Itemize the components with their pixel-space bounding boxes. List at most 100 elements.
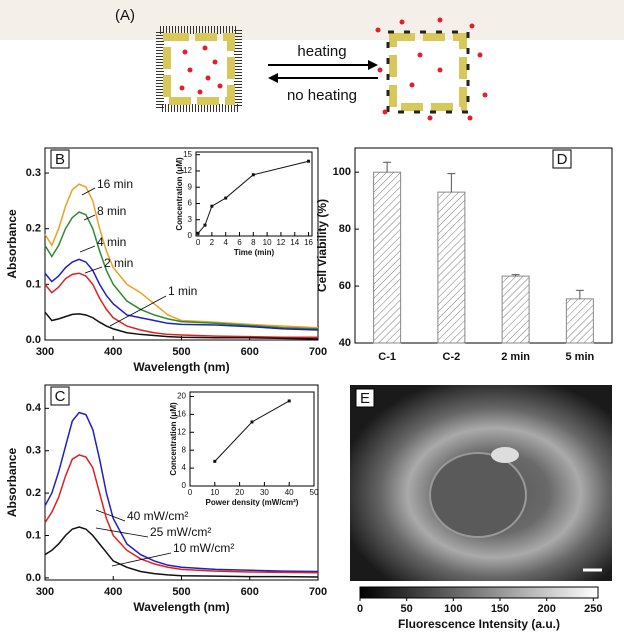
y-tick-label: 8	[182, 445, 187, 454]
x-tick-label: 500	[172, 346, 190, 358]
y-tick-label: 0.3	[26, 167, 41, 179]
x-tick-label: 20	[235, 488, 244, 497]
panel-label: E	[360, 390, 370, 407]
y-tick-label: 0	[188, 231, 193, 240]
panel-label: B	[55, 151, 65, 168]
x-tick-label: 600	[241, 346, 259, 358]
y-tick-label: 16	[177, 409, 186, 418]
cell-cluster	[429, 452, 527, 538]
line	[44, 211, 319, 330]
y-tick-label: 20	[177, 392, 186, 401]
ligand-shell	[156, 26, 242, 112]
drug-dots	[375, 17, 488, 121]
y-axis-label: Absorbance	[5, 209, 19, 279]
y-tick-label: 60	[339, 280, 351, 292]
y-tick-label: 0.4	[26, 402, 42, 414]
x-tick-label: C-1	[378, 351, 396, 363]
arrow-label: heating	[297, 43, 346, 60]
panel-a: (A) heating no heating	[0, 0, 624, 121]
line	[44, 311, 319, 340]
colorbar	[359, 586, 599, 599]
series-label: 4 min	[97, 235, 126, 249]
x-tick-label: 10	[263, 238, 272, 247]
x-tick-label: 40	[285, 488, 294, 497]
series-label: 25 mW/cm²	[150, 525, 211, 539]
x-tick-label: 300	[36, 346, 54, 358]
marker	[213, 459, 217, 463]
bar	[565, 298, 594, 344]
y-tick-label: 0.2	[26, 487, 41, 499]
x-tick-label: 16	[304, 238, 313, 247]
x-tick-label: 6	[237, 238, 242, 247]
panel-label: C	[55, 388, 66, 405]
y-tick-label: 4	[182, 463, 187, 472]
y-tick-label: 0.2	[26, 223, 41, 235]
x-tick-label: 30	[260, 488, 269, 497]
series-label: 2 min	[104, 256, 133, 270]
x-tick-label: 300	[36, 586, 54, 598]
series-label: 16 min	[97, 177, 133, 191]
panel-label-box	[355, 388, 375, 408]
x-tick-label: 500	[172, 586, 190, 598]
x-tick-label: 400	[104, 346, 122, 358]
x-tick-label: 0	[357, 603, 363, 615]
bar	[437, 191, 466, 344]
leader-line	[95, 527, 149, 538]
y-tick-label: 12	[177, 427, 186, 436]
marker	[224, 196, 228, 200]
marker	[287, 399, 291, 403]
plot-frame	[189, 391, 315, 487]
y-tick-label: 3	[188, 215, 193, 224]
series-label: 10 mW/cm²	[173, 541, 234, 555]
ligand-shell	[386, 30, 470, 114]
y-tick-label: 80	[339, 223, 351, 235]
y-axis-label: Concentration (μM)	[175, 157, 184, 231]
y-tick-label: 12	[183, 166, 192, 175]
y-tick-label: 0	[182, 481, 187, 490]
leader-line	[111, 552, 172, 567]
leader-line	[84, 266, 103, 274]
y-tick-label: 100	[333, 166, 351, 178]
x-axis-label: Wavelength (nm)	[133, 360, 229, 374]
line	[44, 526, 319, 578]
marker	[307, 159, 311, 163]
x-tick-label: 700	[309, 586, 327, 598]
plot-frame	[195, 151, 313, 237]
panel-label-box	[552, 149, 572, 169]
panel-label: D	[557, 151, 568, 168]
x-tick-label: 8	[251, 238, 256, 247]
y-axis-label: Concentration (μM)	[169, 402, 178, 476]
marker	[251, 173, 255, 177]
y-tick-label: 0.1	[26, 529, 41, 541]
capsule	[389, 33, 467, 111]
x-tick-label: 0	[188, 488, 193, 497]
panel-e-image	[350, 385, 612, 581]
x-tick-label: 50	[310, 488, 319, 497]
bar	[373, 171, 402, 344]
y-tick-label: 0.3	[26, 445, 41, 457]
panel-label: (A)	[115, 7, 135, 24]
y-tick-label: 0.0	[26, 334, 41, 346]
x-tick-label: 5 min	[566, 351, 595, 363]
x-tick-label: 400	[104, 586, 122, 598]
series-label: 1 min	[168, 284, 197, 298]
x-tick-label: 700	[309, 346, 327, 358]
plot-frame	[354, 147, 613, 344]
band	[0, 0, 624, 40]
leader-line	[79, 245, 96, 253]
line	[44, 411, 319, 573]
x-axis-label: Power density (mW/cm²)	[206, 498, 299, 507]
x-tick-label: C-2	[443, 351, 461, 363]
x-axis-label: Wavelength (nm)	[133, 600, 229, 614]
x-tick-label: 0	[196, 238, 201, 247]
leader-line	[95, 509, 126, 522]
x-tick-label: 50	[401, 603, 413, 615]
x-tick-label: 4	[223, 238, 228, 247]
x-tick-label: 600	[241, 586, 259, 598]
arrow-label: no heating	[287, 87, 357, 104]
x-axis-label: Fluorescence Intensity (a.u.)	[398, 617, 560, 631]
leader-line	[83, 214, 96, 221]
x-tick-label: 12	[276, 238, 285, 247]
x-tick-label: 10	[210, 488, 219, 497]
